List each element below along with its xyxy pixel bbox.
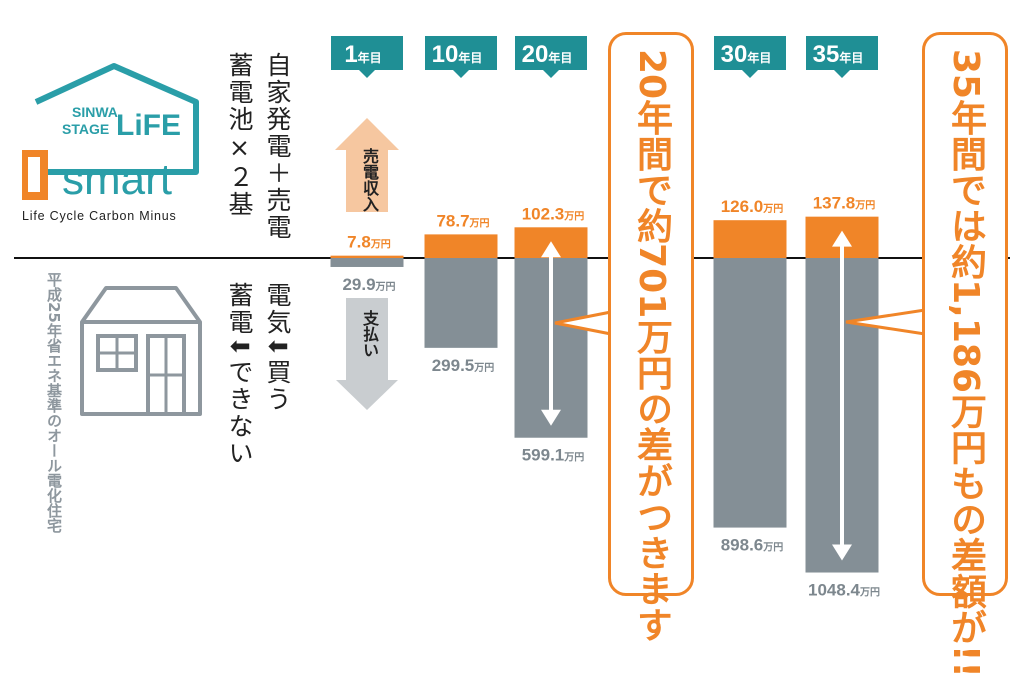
house-icon	[80, 286, 202, 416]
difference-arrow-head-down	[832, 544, 852, 561]
logo-stage: STAGE	[62, 121, 109, 137]
income-value-label: 126.0万円	[721, 197, 784, 216]
year-header-label: 1年目	[344, 41, 381, 68]
year-header-label: 30年目	[721, 41, 772, 68]
year-header-tag	[806, 36, 878, 78]
difference-arrow-head-up	[541, 241, 561, 258]
callout-20yr: 20年間で約701万円の差がつきます	[608, 32, 694, 642]
difference-arrow-head-down	[541, 409, 561, 426]
payment-value-label: 599.1万円	[522, 446, 585, 465]
income-arrow-label: 売電収入	[360, 148, 379, 212]
smart-feature-col1: 自家発電＋売電	[263, 52, 292, 241]
old-feature-col1: 電気⬇買う	[263, 282, 292, 413]
income-value-label: 7.8万円	[347, 233, 391, 252]
payment-arrow-label: 支払い	[360, 310, 379, 358]
logo-smart: smart	[62, 155, 172, 204]
income-arrow	[335, 118, 399, 212]
callout-20yr-text: 20年間で約701万円の差がつきます	[631, 49, 672, 643]
income-value-label: 102.3万円	[522, 204, 585, 223]
year-header-tag	[515, 36, 587, 78]
payment-bar	[330, 258, 404, 267]
income-bar	[330, 255, 404, 258]
logo-sinwa: SINWA	[72, 104, 118, 120]
payment-value-label: 898.6万円	[721, 536, 784, 555]
year-header-tag	[425, 36, 497, 78]
payment-value-label: 29.9万円	[342, 275, 395, 294]
payment-bar	[424, 258, 498, 348]
logo-tagline: Life Cycle Carbon Minus	[22, 209, 177, 223]
smart-feature-col2: 蓄電池×２基	[225, 52, 254, 218]
year-header-label: 20年目	[522, 41, 573, 68]
logo-roof-outline	[34, 63, 199, 175]
difference-arrow-head-up	[832, 230, 852, 247]
chart-canvas: 1年目 7.8万円 29.9万円 10年目 78.7万円 299.5万円 20年目 102.3…	[14, 36, 1010, 600]
payment-value-label: 299.5万円	[432, 356, 495, 375]
payment-value-label: 1048.4万円	[808, 581, 880, 600]
income-bar	[424, 234, 498, 258]
old-feature-col2: 蓄電⬇できない	[225, 282, 254, 467]
year-header-tag	[331, 36, 403, 78]
payment-arrow	[336, 298, 398, 410]
callout-35yr: 35年間では約1,186万円もの差額が!!	[922, 32, 1008, 678]
brand-logo: SINWA STAGE LiFE smart Life Cycle Carbon…	[22, 63, 199, 223]
year-header-label: 35年目	[813, 41, 864, 68]
year-header-tag	[714, 36, 786, 78]
payment-bar	[713, 258, 787, 528]
year-header-label: 10年目	[432, 41, 483, 68]
logo-life: LiFE	[116, 109, 181, 142]
income-value-label: 78.7万円	[436, 211, 489, 230]
income-bar	[713, 220, 787, 258]
income-value-label: 137.8万円	[813, 194, 876, 213]
callout-35yr-text: 35年間では約1,186万円もの差額が!!	[945, 49, 986, 678]
